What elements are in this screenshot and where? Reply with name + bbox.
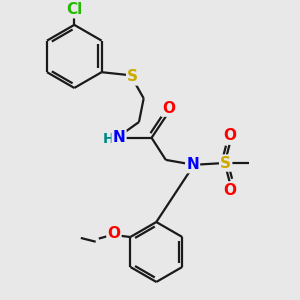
- Text: S: S: [220, 155, 231, 170]
- Text: H: H: [103, 132, 115, 146]
- Text: S: S: [127, 69, 138, 84]
- Text: N: N: [113, 130, 125, 145]
- Text: O: O: [107, 226, 121, 242]
- Text: O: O: [223, 128, 236, 143]
- Text: N: N: [186, 157, 199, 172]
- Text: Cl: Cl: [66, 2, 82, 17]
- Text: O: O: [223, 183, 236, 198]
- Text: O: O: [162, 100, 175, 116]
